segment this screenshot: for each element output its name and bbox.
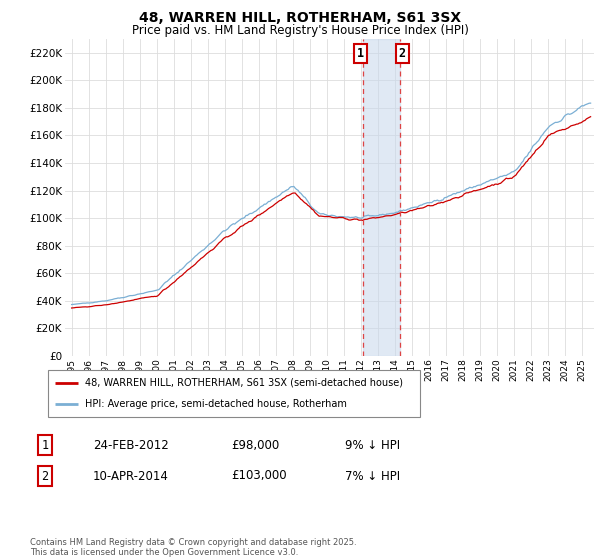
Text: HPI: Average price, semi-detached house, Rotherham: HPI: Average price, semi-detached house,… [85,399,347,409]
Text: 2: 2 [41,469,49,483]
Text: 10-APR-2014: 10-APR-2014 [93,469,169,483]
Text: 1: 1 [41,438,49,452]
Text: £103,000: £103,000 [231,469,287,483]
Text: 7% ↓ HPI: 7% ↓ HPI [345,469,400,483]
Text: 24-FEB-2012: 24-FEB-2012 [93,438,169,452]
Text: 2: 2 [398,47,406,60]
Text: Contains HM Land Registry data © Crown copyright and database right 2025.
This d: Contains HM Land Registry data © Crown c… [30,538,356,557]
FancyBboxPatch shape [48,370,420,417]
Text: 1: 1 [357,47,364,60]
Text: Price paid vs. HM Land Registry's House Price Index (HPI): Price paid vs. HM Land Registry's House … [131,24,469,37]
Text: £98,000: £98,000 [231,438,279,452]
Bar [363,39,400,356]
Text: 9% ↓ HPI: 9% ↓ HPI [345,438,400,452]
Text: 48, WARREN HILL, ROTHERHAM, S61 3SX: 48, WARREN HILL, ROTHERHAM, S61 3SX [139,11,461,25]
Text: 48, WARREN HILL, ROTHERHAM, S61 3SX (semi-detached house): 48, WARREN HILL, ROTHERHAM, S61 3SX (sem… [85,378,403,388]
